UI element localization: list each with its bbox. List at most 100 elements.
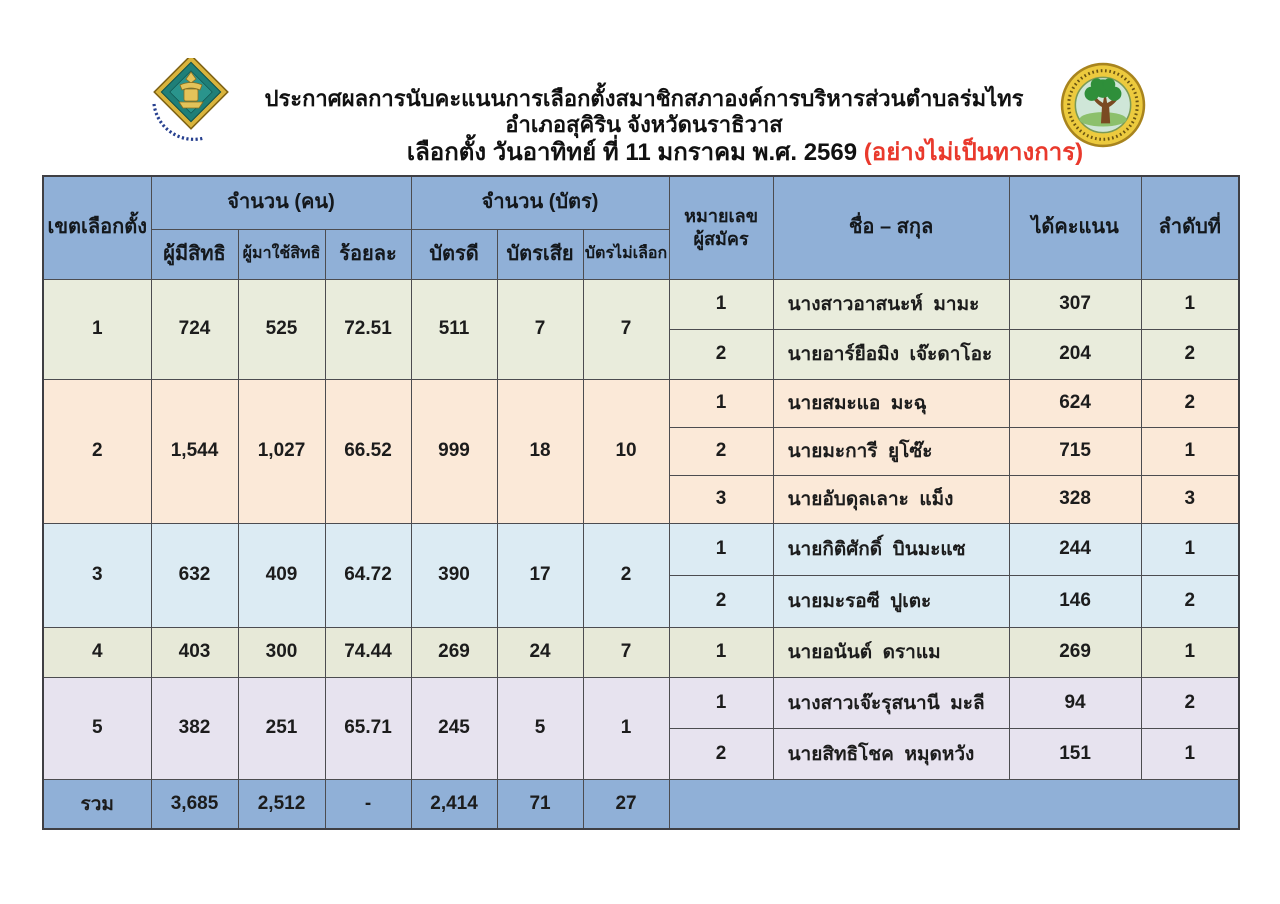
candidate-row: 2 นายมะการี ยูโซ๊ะ 715 1 bbox=[43, 426, 1240, 476]
total-percent-cell: - bbox=[324, 778, 412, 830]
candidate-no-cell: 2 bbox=[668, 574, 774, 628]
candidate-name-cell: นางสาวเจ๊ะรุสนานี มะลี bbox=[772, 676, 1010, 729]
votes-cell: 307 bbox=[1008, 278, 1142, 330]
rank-cell: 2 bbox=[1140, 328, 1240, 380]
candidate-row: 3 นายอับดุลเลาะ แม็ง 328 3 bbox=[43, 474, 1240, 524]
district-cell: 1 bbox=[42, 278, 152, 380]
votes-cell: 204 bbox=[1008, 328, 1142, 380]
turnout-cell: 525 bbox=[237, 278, 326, 380]
col-header-turnout: ผู้มาใช้สิทธิ bbox=[237, 228, 326, 280]
bad-cards-cell: 5 bbox=[496, 676, 584, 780]
candidate-no-cell: 1 bbox=[668, 626, 774, 678]
col-group-people: จำนวน (คน) bbox=[150, 175, 412, 230]
election-date-text: เลือกตั้ง วันอาทิทย์ ที่ 11 มกราคม พ.ศ. … bbox=[406, 139, 864, 166]
candidate-name-cell: นายมะรอซี ปูเตะ bbox=[772, 574, 1010, 628]
total-row: รวม 3,685 2,512 - 2,414 71 27 bbox=[42, 778, 1240, 830]
percent-cell: 64.72 bbox=[324, 522, 412, 628]
rank-cell: 2 bbox=[1140, 676, 1240, 729]
election-commission-logo-icon bbox=[152, 58, 229, 141]
candidate-name-cell: นายอับดุลเลาะ แม็ง bbox=[772, 474, 1010, 524]
candidate-no-cell: 2 bbox=[668, 328, 774, 380]
col-header-percent: ร้อยละ bbox=[324, 228, 412, 280]
votes-cell: 94 bbox=[1008, 676, 1142, 729]
total-good-cards-cell: 2,414 bbox=[410, 778, 498, 830]
col-header-district: เขตเลือกตั้ง bbox=[42, 175, 152, 280]
candidate-name-cell: นายมะการี ยูโซ๊ะ bbox=[772, 426, 1010, 476]
eligible-cell: 382 bbox=[150, 676, 239, 780]
total-turnout-cell: 2,512 bbox=[237, 778, 326, 830]
col-header-votes: ได้คะแนน bbox=[1008, 175, 1142, 280]
votes-cell: 328 bbox=[1008, 474, 1142, 524]
percent-cell: 66.52 bbox=[324, 378, 412, 524]
candidate-name-cell: นายอนันต์ ดราแม bbox=[772, 626, 1010, 678]
bad-cards-cell: 18 bbox=[496, 378, 584, 524]
candidate-no-cell: 3 bbox=[668, 474, 774, 524]
candidate-row: 1 724 525 72.51 511 7 7 1 นางสาวอาสนะห์ … bbox=[42, 278, 1240, 380]
no-vote-cards-cell: 2 bbox=[582, 522, 670, 628]
candidate-no-cell: 2 bbox=[668, 727, 774, 780]
candidate-no-cell: 1 bbox=[668, 378, 774, 428]
good-cards-cell: 390 bbox=[410, 522, 498, 628]
col-header-eligible: ผู้มีสิทธิ bbox=[150, 228, 239, 280]
rank-cell: 2 bbox=[1140, 574, 1240, 628]
unofficial-note: (อย่างไม่เป็นทางการ) bbox=[863, 139, 1084, 166]
candidate-no-cell: 2 bbox=[668, 426, 774, 476]
rank-cell: 2 bbox=[1140, 378, 1240, 428]
eligible-cell: 403 bbox=[150, 626, 239, 678]
rank-cell: 1 bbox=[1140, 278, 1240, 330]
candidate-row: 4 403 300 74.44 269 24 7 1 นายอนันต์ ดรา… bbox=[42, 626, 1240, 678]
rank-cell: 1 bbox=[1140, 426, 1240, 476]
good-cards-cell: 511 bbox=[410, 278, 498, 380]
candidate-row: 3 632 409 64.72 390 17 2 1 นายกิติศักดิ์… bbox=[42, 522, 1240, 628]
good-cards-cell: 269 bbox=[410, 626, 498, 678]
results-table: เขตเลือกตั้ง จำนวน (คน) จำนวน (บัตร) หมา… bbox=[42, 175, 1241, 830]
no-vote-cards-cell: 7 bbox=[582, 278, 670, 380]
votes-cell: 146 bbox=[1008, 574, 1142, 628]
votes-cell: 715 bbox=[1008, 426, 1142, 476]
turnout-cell: 409 bbox=[237, 522, 326, 628]
candidate-row: 5 382 251 65.71 245 5 1 1 นางสาวเจ๊ะรุสน… bbox=[42, 676, 1240, 780]
district-cell: 3 bbox=[42, 522, 152, 628]
col-header-rank: ลำดับที่ bbox=[1140, 175, 1240, 280]
total-bad-cards-cell: 71 bbox=[496, 778, 584, 830]
col-header-candidate-no: หมายเลข ผู้สมัคร bbox=[668, 175, 774, 280]
district-cell: 4 bbox=[42, 626, 152, 678]
col-header-bad-cards: บัตรเสีย bbox=[496, 228, 584, 280]
candidate-row: 2 1,544 1,027 66.52 999 18 10 1 นายสมะแอ… bbox=[42, 378, 1240, 524]
turnout-cell: 1,027 bbox=[237, 378, 326, 524]
district-cell: 5 bbox=[42, 676, 152, 780]
eligible-cell: 1,544 bbox=[150, 378, 239, 524]
bad-cards-cell: 17 bbox=[496, 522, 584, 628]
bad-cards-cell: 7 bbox=[496, 278, 584, 380]
col-header-good-cards: บัตรดี bbox=[410, 228, 498, 280]
district-cell: 2 bbox=[42, 378, 152, 524]
candidate-no-cell: 1 bbox=[668, 676, 774, 729]
page-subtitle: เลือกตั้ง วันอาทิทย์ ที่ 11 มกราคม พ.ศ. … bbox=[210, 132, 1280, 171]
col-header-no-vote-cards: บัตรไม่เลือก bbox=[582, 228, 670, 280]
candidate-name-cell: นายสิทธิโชค หมุดหวัง bbox=[772, 727, 1010, 780]
total-no-vote-cards-cell: 27 bbox=[582, 778, 670, 830]
eligible-cell: 632 bbox=[150, 522, 239, 628]
good-cards-cell: 245 bbox=[410, 676, 498, 780]
no-vote-cards-cell: 7 bbox=[582, 626, 670, 678]
percent-cell: 65.71 bbox=[324, 676, 412, 780]
rank-cell: 3 bbox=[1140, 474, 1240, 524]
candidate-name-cell: นางสาวอาสนะห์ มามะ bbox=[772, 278, 1010, 330]
good-cards-cell: 999 bbox=[410, 378, 498, 524]
subdistrict-seal-icon bbox=[1060, 62, 1146, 148]
col-group-cards: จำนวน (บัตร) bbox=[410, 175, 670, 230]
candidate-name-cell: นายกิติศักดิ์ บินมะแซ bbox=[772, 522, 1010, 576]
percent-cell: 72.51 bbox=[324, 278, 412, 380]
rank-cell: 1 bbox=[1140, 626, 1240, 678]
bad-cards-cell: 24 bbox=[496, 626, 584, 678]
no-vote-cards-cell: 1 bbox=[582, 676, 670, 780]
candidate-row: 2 นายอาร์ยือมิง เจ๊ะดาโอะ 204 2 bbox=[43, 328, 1240, 380]
candidate-no-cell: 1 bbox=[668, 278, 774, 330]
eligible-cell: 724 bbox=[150, 278, 239, 380]
candidate-name-cell: นายสมะแอ มะฉุ bbox=[772, 378, 1010, 428]
candidate-no-cell: 1 bbox=[668, 522, 774, 576]
page-title: ประกาศผลการนับคะแนนการเลือกตั้งสมาชิกสภา… bbox=[264, 86, 1024, 138]
rank-cell: 1 bbox=[1140, 522, 1240, 576]
total-label-cell: รวม bbox=[42, 778, 152, 830]
